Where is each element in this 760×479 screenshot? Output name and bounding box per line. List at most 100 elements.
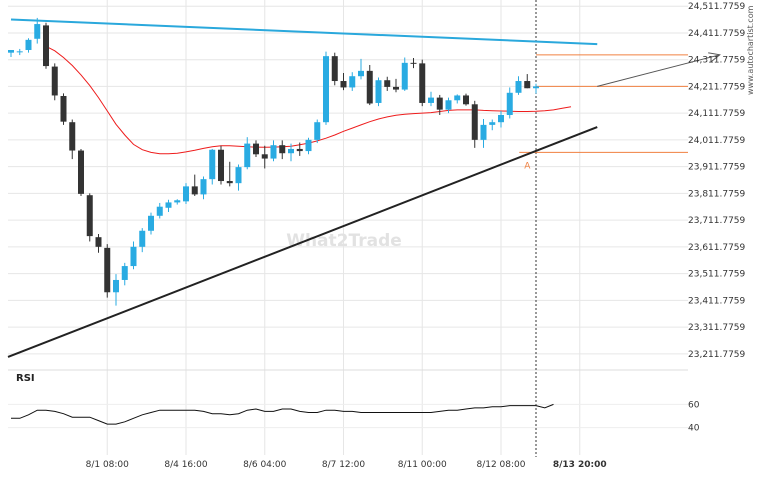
candle [183, 183, 189, 205]
candle [454, 94, 461, 104]
candle-body [139, 230, 146, 247]
y-tick-label: 23,211.7759 [688, 350, 746, 360]
candle [428, 91, 434, 107]
x-tick-label: 8/6 04:00 [243, 460, 287, 470]
y-tick-label: 23,711.7759 [688, 216, 746, 226]
candle-body [235, 167, 242, 184]
y-tick-label: 23,511.7759 [688, 270, 746, 280]
candle-body [498, 114, 504, 123]
y-tick-label: 24,111.7759 [688, 109, 746, 119]
candle-body [174, 200, 181, 203]
candle [191, 174, 198, 197]
candle [34, 17, 41, 44]
candle [226, 161, 233, 187]
candle-body [253, 143, 259, 155]
candle [156, 202, 163, 219]
candle-body [533, 86, 539, 89]
candle [480, 118, 487, 148]
candle [506, 87, 513, 119]
candle-body [296, 148, 303, 152]
candle-body [261, 154, 268, 159]
candle [270, 140, 277, 162]
candle [305, 137, 312, 155]
candle [95, 233, 102, 253]
side-url-text: www.autochartist.com [746, 5, 755, 95]
candle [401, 57, 408, 91]
candle [384, 76, 391, 91]
plot-background [8, 0, 688, 475]
y-tick-label: 24,511.7759 [688, 2, 746, 12]
y-tick-label: 23,911.7759 [688, 163, 746, 173]
x-tick-label: 8/13 20:00 [553, 460, 607, 470]
candle [86, 193, 93, 242]
candle [366, 64, 373, 106]
candle [113, 274, 119, 306]
candle [463, 93, 469, 106]
y-tick-label: 23,411.7759 [688, 296, 746, 306]
candle-body [104, 247, 111, 293]
candle-body [323, 56, 329, 123]
x-tick-label: 8/12 08:00 [476, 460, 525, 470]
candle [261, 145, 268, 169]
candle [471, 100, 478, 148]
candle-body [288, 148, 294, 154]
candle [323, 51, 329, 125]
candle [340, 73, 347, 91]
candle-body [69, 122, 76, 151]
y-tick-label: 24,211.7759 [688, 82, 746, 92]
candle-body [480, 124, 487, 140]
candle-body [410, 62, 417, 64]
candle-body [471, 104, 478, 140]
watermark: What2Trade [286, 231, 402, 251]
candle [279, 140, 286, 160]
candle-body [428, 97, 434, 103]
candle-body [148, 215, 154, 231]
rsi-tick-label: 40 [688, 424, 700, 434]
x-tick-label: 8/11 00:00 [398, 460, 447, 470]
candle-body [25, 39, 32, 51]
y-tick-label: 23,811.7759 [688, 189, 746, 199]
y-tick-label: 24,011.7759 [688, 136, 746, 146]
candle [200, 176, 207, 200]
candle [288, 143, 294, 162]
candle [515, 76, 522, 95]
candle-body [43, 25, 49, 67]
candle-body [165, 202, 172, 208]
candle-body [60, 95, 67, 122]
candle [314, 119, 321, 144]
candle-body [375, 80, 382, 103]
candle [78, 148, 84, 197]
candle-body [401, 62, 408, 90]
candle-body [515, 81, 522, 93]
resistance-trendline [10, 18, 598, 46]
watermark-text: What2Trade [286, 231, 402, 251]
candle-body [445, 100, 452, 110]
y-tick-label: 23,611.7759 [688, 243, 746, 253]
candle-body [16, 51, 23, 53]
candle [524, 74, 531, 89]
candle [60, 93, 67, 125]
candle [209, 148, 216, 185]
candle [244, 137, 251, 170]
candle [165, 199, 172, 213]
candle-body [156, 206, 163, 216]
candle-body [349, 76, 356, 88]
candle [148, 212, 154, 235]
candle [533, 83, 539, 94]
candle-body [113, 279, 119, 293]
candle-body [305, 139, 312, 152]
x-tick-label: 8/1 08:00 [86, 460, 130, 470]
y-tick-label: 24,411.7759 [688, 29, 746, 39]
candle [331, 52, 338, 86]
candle-body [78, 150, 84, 194]
candle-body [209, 149, 216, 180]
candle [445, 97, 452, 114]
candle-body [340, 81, 347, 88]
candle-body [314, 122, 321, 140]
candle-body [130, 246, 137, 267]
candle-body [463, 95, 469, 105]
candle [419, 59, 426, 107]
candle-body [489, 122, 496, 125]
candle [16, 48, 23, 56]
